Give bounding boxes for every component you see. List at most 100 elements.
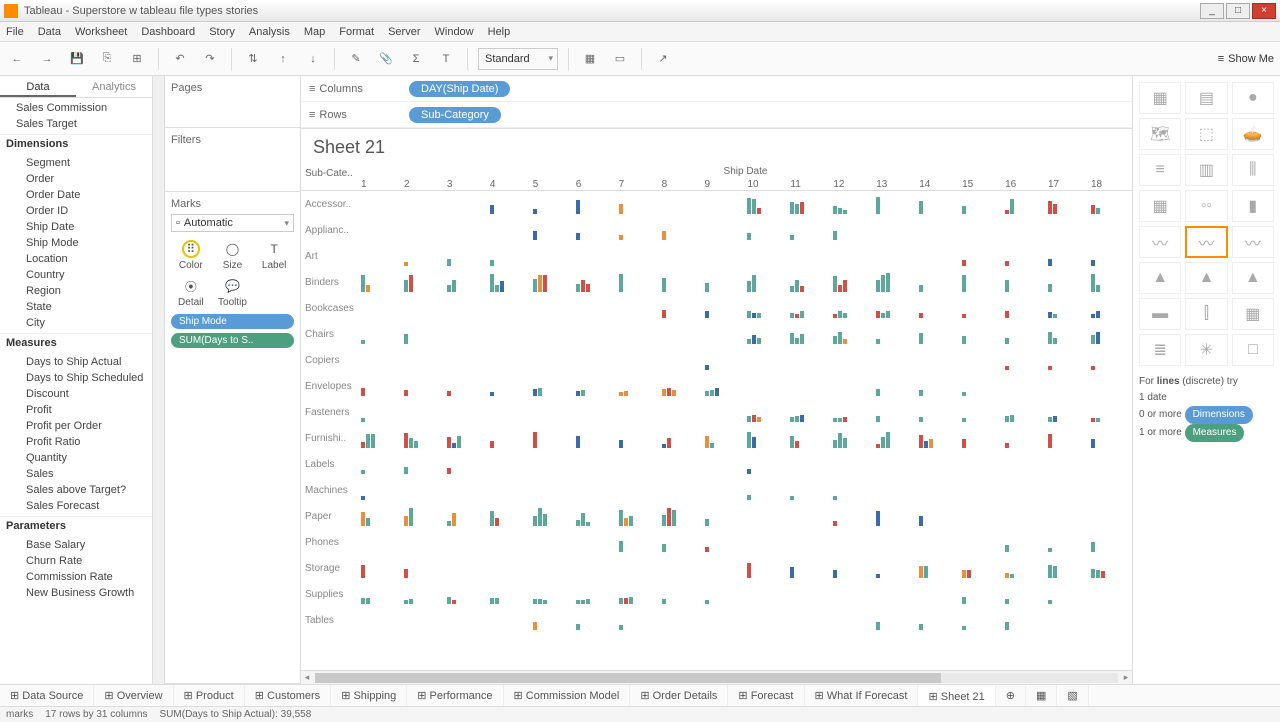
measure-item[interactable]: Discount [0,386,152,402]
sheet-tab[interactable]: ⊞ Sheet 21 [918,685,995,706]
sheet-tab[interactable]: ⊞ Data Source [0,685,94,706]
showme-chart-type[interactable]: 〰 [1185,226,1227,258]
dimension-item[interactable]: Country [0,267,152,283]
totals-button[interactable]: Σ [405,48,427,70]
menu-data[interactable]: Data [38,26,61,38]
sheet-tab[interactable]: ⊞ What If Forecast [805,685,919,706]
showme-chart-type[interactable]: ≡ [1139,154,1181,186]
row-label[interactable]: Fasteners [301,407,359,418]
sheet-tab[interactable]: ⊞ Overview [94,685,173,706]
sheet-tab[interactable]: ⊞ Shipping [331,685,407,706]
sheet-tab[interactable]: ⊞ Forecast [728,685,804,706]
showme-chart-type[interactable]: ▦ [1232,298,1274,330]
back-button[interactable]: ← [6,48,28,70]
sort-desc-button[interactable]: ↓ [302,48,324,70]
view-cards-button[interactable]: ▦ [579,48,601,70]
dimension-item[interactable]: Order [0,171,152,187]
data-tab[interactable]: Data [0,76,76,97]
forward-button[interactable]: → [36,48,58,70]
parameter-item[interactable]: New Business Growth [0,585,152,601]
showme-chart-type[interactable]: ▲ [1139,262,1181,294]
presentation-button[interactable]: ▭ [609,48,631,70]
row-label[interactable]: Tables [301,615,359,626]
undo-button[interactable]: ↶ [169,48,191,70]
row-label[interactable]: Applianc.. [301,225,359,236]
showme-chart-type[interactable]: □ [1232,334,1274,366]
showme-chart-type[interactable]: 🥧 [1232,118,1274,150]
marks-tooltip[interactable]: 💬Tooltip [213,275,253,310]
showme-chart-type[interactable]: ✳ [1185,334,1227,366]
measure-item[interactable]: Sales Forecast [0,498,152,514]
marks-pill[interactable]: SUM(Days to S.. [171,333,294,348]
new-data-button[interactable]: ⎘ [96,48,118,70]
close-button[interactable]: × [1252,3,1276,19]
menu-server[interactable]: Server [388,26,420,38]
marks-label[interactable]: TLabel [254,238,294,273]
row-label[interactable]: Supplies [301,589,359,600]
dimension-item[interactable]: State [0,299,152,315]
menu-worksheet[interactable]: Worksheet [75,26,127,38]
showme-chart-type[interactable]: 〰 [1232,226,1274,258]
showme-chart-type[interactable]: ● [1232,82,1274,114]
sheet-tab[interactable]: ⊞ Product [174,685,245,706]
mark-type-select[interactable]: ▫ Automatic [171,214,294,232]
row-label[interactable]: Binders [301,277,359,288]
row-label[interactable]: Labels [301,459,359,470]
sheet-title[interactable]: Sheet 21 [301,129,1132,166]
showme-chart-type[interactable]: ▦ [1139,190,1181,222]
left-scrollbar[interactable] [152,76,164,684]
row-label[interactable]: Paper [301,511,359,522]
sheet-tab[interactable]: ⊞ Commission Model [504,685,631,706]
labels-button[interactable]: T [435,48,457,70]
row-label[interactable]: Art [301,251,359,262]
row-label[interactable]: Bookcases [301,303,359,314]
new-tab-button[interactable]: ▧ [1057,685,1088,706]
menu-dashboard[interactable]: Dashboard [141,26,195,38]
dimension-item[interactable]: Ship Mode [0,235,152,251]
analytics-tab[interactable]: Analytics [76,76,152,97]
measure-item[interactable]: Days to Ship Scheduled [0,370,152,386]
h-scrollbar[interactable]: ◂▸ [301,670,1132,684]
rows-pill[interactable]: Sub-Category [409,107,501,123]
showme-chart-type[interactable]: ≣ [1139,334,1181,366]
measure-item[interactable]: Sales above Target? [0,482,152,498]
sort-asc-button[interactable]: ↑ [272,48,294,70]
menu-story[interactable]: Story [209,26,235,38]
new-tab-button[interactable]: ▦ [1026,685,1057,706]
sheet-tab[interactable]: ⊞ Order Details [630,685,728,706]
menu-analysis[interactable]: Analysis [249,26,290,38]
menu-help[interactable]: Help [488,26,511,38]
measure-item[interactable]: Quantity [0,450,152,466]
measure-item[interactable]: Profit per Order [0,418,152,434]
row-label[interactable]: Machines [301,485,359,496]
row-label[interactable]: Envelopes [301,381,359,392]
parameter-item[interactable]: Commission Rate [0,569,152,585]
save-button[interactable]: 💾 [66,48,88,70]
dimension-item[interactable]: Segment [0,155,152,171]
row-label[interactable]: Furnishi.. [301,433,359,444]
showme-chart-type[interactable]: ▲ [1185,262,1227,294]
showme-chart-type[interactable]: 〰 [1139,226,1181,258]
parameter-item[interactable]: Churn Rate [0,553,152,569]
showme-chart-type[interactable]: ▲ [1232,262,1274,294]
dimension-item[interactable]: Location [0,251,152,267]
showme-chart-type[interactable]: ▥ [1185,154,1227,186]
row-label[interactable]: Storage [301,563,359,574]
menu-window[interactable]: Window [435,26,474,38]
row-label[interactable]: Accessor.. [301,199,359,210]
dimension-item[interactable]: Order Date [0,187,152,203]
group-button[interactable]: 📎 [375,48,397,70]
showme-chart-type[interactable]: ◦◦ [1185,190,1227,222]
share-button[interactable]: ↗ [652,48,674,70]
showme-chart-type[interactable]: 🗺 [1139,118,1181,150]
swap-button[interactable]: ⇅ [242,48,264,70]
showme-chart-type[interactable]: ▮ [1232,190,1274,222]
highlight-button[interactable]: ✎ [345,48,367,70]
parameter-item[interactable]: Base Salary [0,537,152,553]
sheet-tab[interactable]: ⊞ Customers [245,685,331,706]
showme-chart-type[interactable]: ⫼ [1232,154,1274,186]
showme-chart-type[interactable]: ⫿ [1185,298,1227,330]
redo-button[interactable]: ↷ [199,48,221,70]
columns-pill[interactable]: DAY(Ship Date) [409,81,510,97]
measure-item[interactable]: Profit Ratio [0,434,152,450]
